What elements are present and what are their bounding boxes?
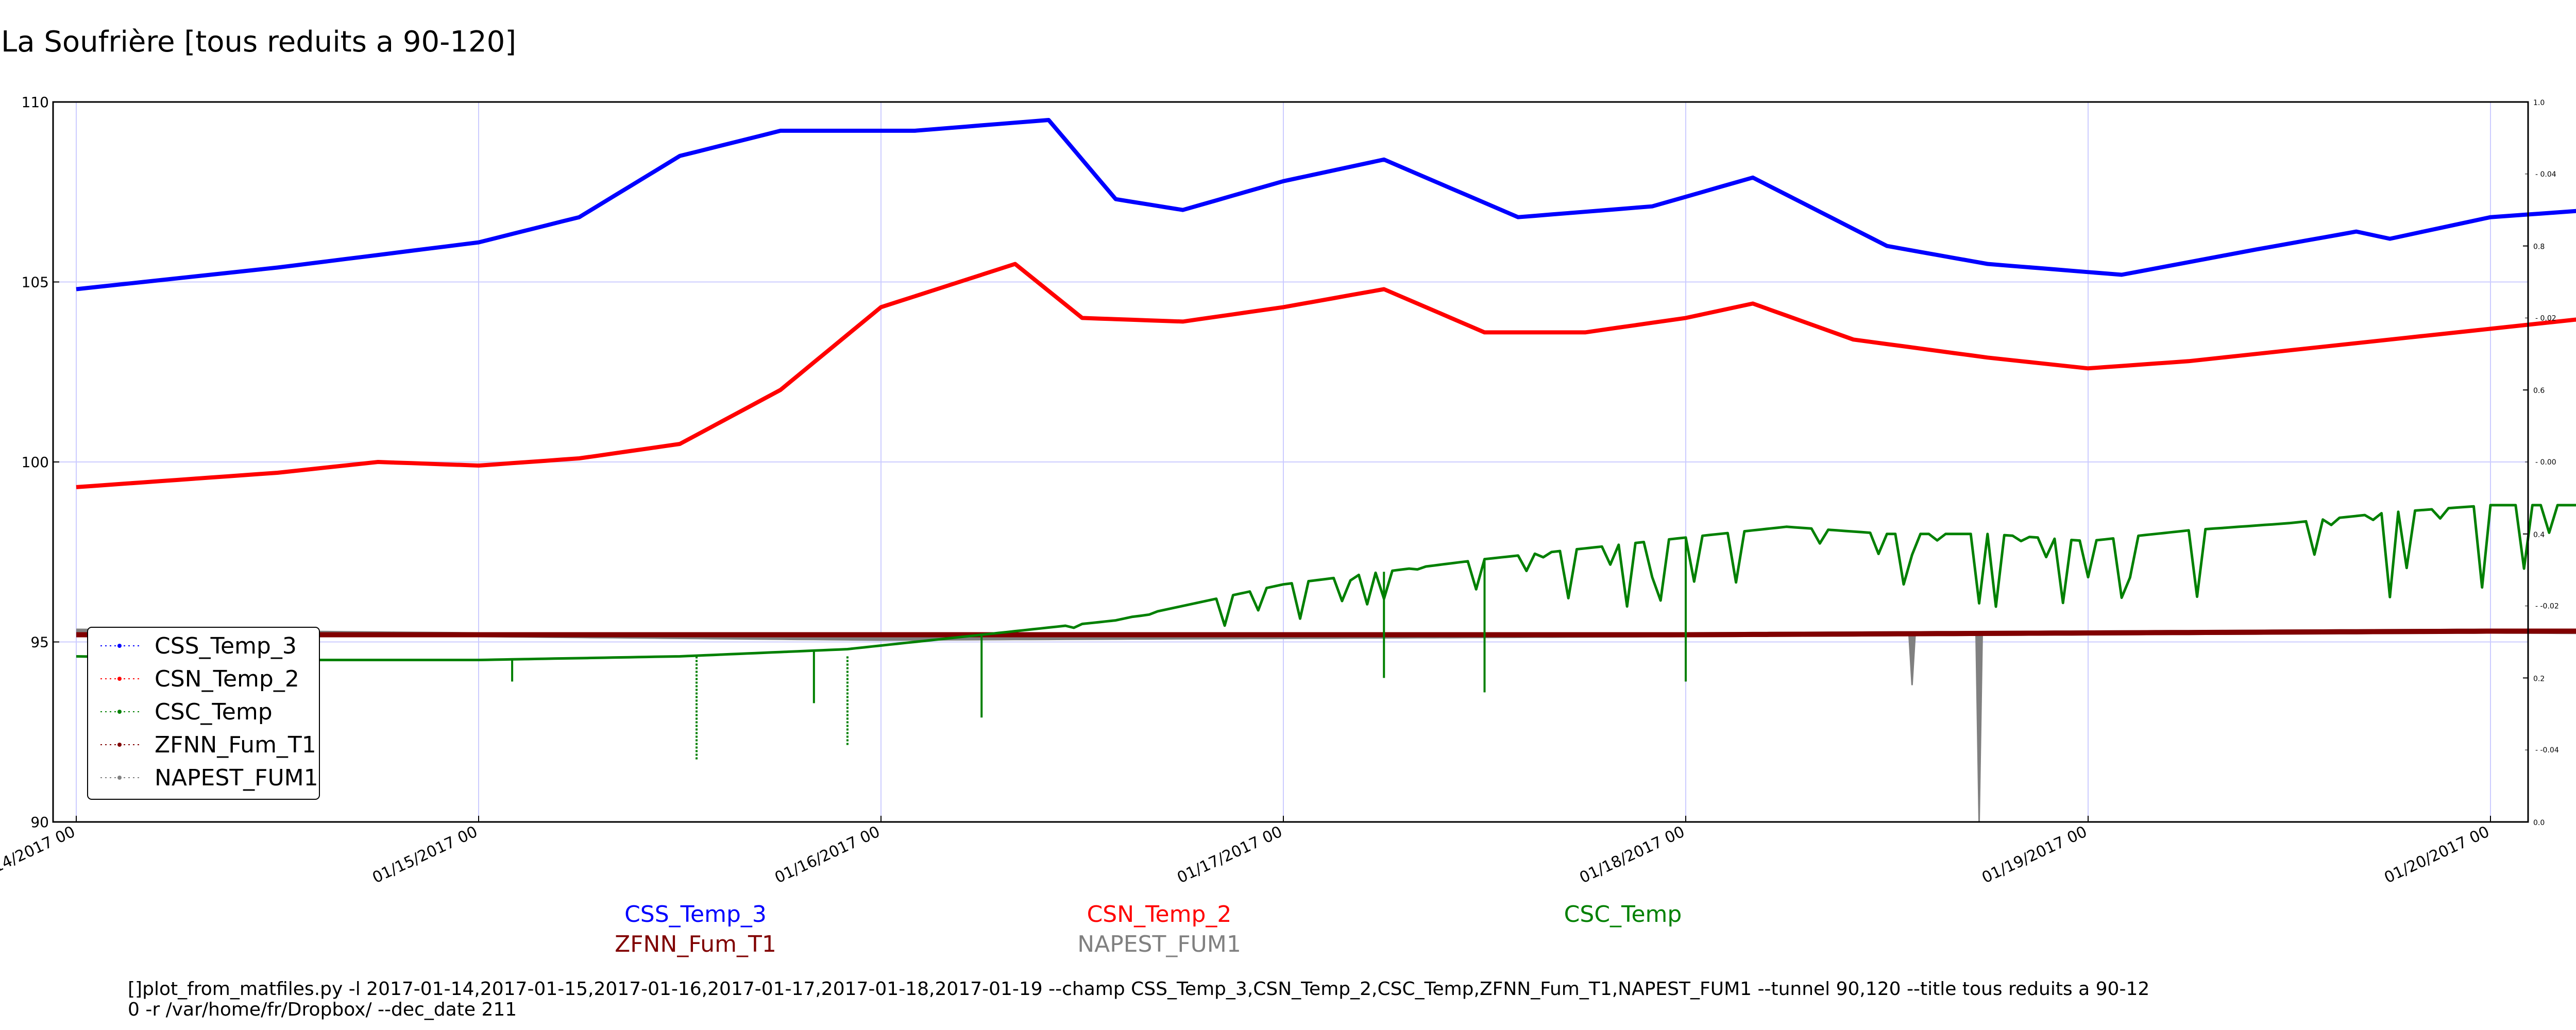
y2-minor-label-4: - 0.04 (2535, 170, 2556, 179)
series-line-csc-temp (76, 504, 2576, 661)
x-tick-label-5: 01/19/2017 00 (1979, 823, 2090, 887)
y2-minor-label-0: - -0.04 (2535, 746, 2559, 754)
y2-major-label-3: 0.6 (2533, 387, 2545, 395)
y2-major-label-1: 0.2 (2533, 675, 2545, 683)
y2-major-label-2: 0.4 (2533, 531, 2545, 539)
legend-marker-csn-temp-2 (117, 677, 122, 681)
command-line-2: 0 -r /var/home/fr/Dropbox/ --dec_date 21… (128, 999, 517, 1020)
legend-label-css-temp-3: CSS_Temp_3 (155, 633, 297, 659)
y2-major-label-5: 1.0 (2533, 99, 2545, 107)
legend-label-napest-fum1: NAPEST_FUM1 (155, 765, 318, 791)
y2-minor-label-2: - 0.00 (2535, 458, 2556, 467)
color-legend-zfnn-fum-t1: ZFNN_Fum_T1 (615, 931, 776, 957)
legend: CSS_Temp_3 CSN_Temp_2 CSC_Temp ZFNN_Fum_T1 N… (87, 627, 320, 800)
color-legend: CSS_Temp_3 CSN_Temp_2 CSC_Temp ZFNN_Fum_… (615, 901, 1682, 957)
y2-axis: 0.0 0.2 0.4 0.6 0.8 1.0 - -0.04 - -0.02 - 0.00 - … (2523, 99, 2559, 827)
y-tick-label-95: 95 (30, 634, 49, 651)
chart-title: La Soufrière [tous reduits a 90-120] (1, 25, 516, 59)
command-line-1: []plot_from_matfiles.py -l 2017-01-14,20… (128, 978, 2149, 1000)
x-tick-label-3: 01/17/2017 00 (1175, 823, 1285, 887)
y-axis: 90 95 100 105 110 (22, 94, 59, 831)
series-line-csn-temp-2 (76, 262, 2576, 489)
legend-label-csc-temp: CSC_Temp (155, 699, 273, 725)
y2-major-label-0: 0.0 (2533, 819, 2545, 827)
x-tick-label-6: 01/20/2017 00 (2382, 823, 2493, 887)
legend-box (87, 627, 320, 800)
napest-dip-1 (1975, 633, 1983, 822)
y2-minor-label-3: - 0.02 (2535, 314, 2556, 322)
series-line-css-temp-3 (76, 118, 2576, 291)
x-tick-label-1: 01/15/2017 00 (370, 823, 481, 887)
legend-marker-css-temp-3 (117, 644, 122, 648)
y-tick-label-110: 110 (22, 94, 49, 111)
series-line-zfnn-fum-t1 (76, 628, 2576, 638)
color-legend-css-temp-3: CSS_Temp_3 (624, 901, 767, 928)
legend-marker-napest-fum1 (117, 776, 122, 780)
legend-marker-csc-temp (117, 710, 122, 714)
x-axis: 01/14/2017 00 01/15/2017 00 01/16/2017 00 0… (0, 816, 2492, 887)
y-tick-label-90: 90 (30, 814, 49, 831)
color-legend-napest-fum1: NAPEST_FUM1 (1077, 931, 1241, 957)
y2-minor-label-1: - -0.02 (2535, 603, 2559, 611)
series-group (76, 118, 2576, 822)
y-tick-label-105: 105 (22, 274, 49, 291)
legend-marker-zfnn-fum-t1 (117, 743, 122, 747)
x-tick-label-2: 01/16/2017 00 (772, 823, 883, 887)
x-tick-label-4: 01/18/2017 00 (1577, 823, 1688, 887)
y-tick-label-100: 100 (22, 454, 49, 471)
color-legend-csn-temp-2: CSN_Temp_2 (1087, 901, 1232, 928)
napest-dip-0 (1908, 633, 1916, 685)
x-tick-label-0: 01/14/2017 00 (0, 823, 78, 887)
y2-major-label-4: 0.8 (2533, 243, 2545, 251)
legend-label-csn-temp-2: CSN_Temp_2 (155, 666, 299, 692)
color-legend-csc-temp: CSC_Temp (1564, 901, 1682, 928)
legend-label-zfnn-fum-t1: ZFNN_Fum_T1 (155, 732, 316, 758)
